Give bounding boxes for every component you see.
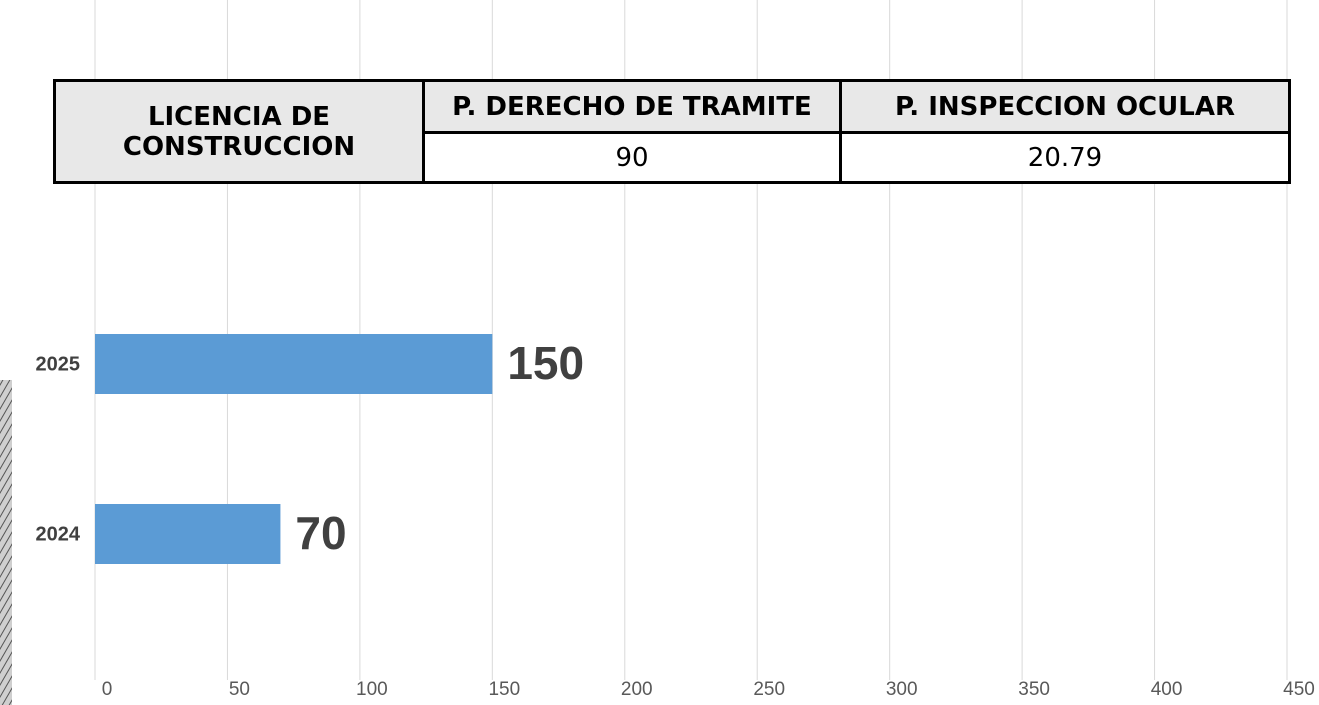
column-header: P. INSPECCION OCULAR <box>841 81 1290 133</box>
bar <box>95 334 492 394</box>
data-label: 150 <box>507 337 584 389</box>
y-tick-label: 2024 <box>36 523 81 545</box>
x-tick-label: 450 <box>1283 679 1315 700</box>
table-value: 20.79 <box>841 133 1290 183</box>
x-tick-label: 150 <box>488 679 520 700</box>
row-header: LICENCIA DE CONSTRUCCION <box>55 81 424 183</box>
info-table: LICENCIA DE CONSTRUCCION P. DERECHO DE T… <box>53 79 1291 184</box>
x-tick-label: 400 <box>1151 679 1183 700</box>
data-label: 70 <box>295 507 346 559</box>
y-tick-label: 2025 <box>36 353 81 375</box>
decoration <box>0 380 12 705</box>
x-tick-label: 200 <box>621 679 653 700</box>
x-tick-label: 100 <box>356 679 388 700</box>
x-tick-label: 300 <box>886 679 918 700</box>
table-value: 90 <box>424 133 841 183</box>
x-tick-label: 250 <box>753 679 785 700</box>
column-header: P. DERECHO DE TRAMITE <box>424 81 841 133</box>
x-tick-label: 0 <box>102 679 113 700</box>
x-tick-label: 50 <box>229 679 250 700</box>
page: 0 50 100 150 200 250 300 350 400 450 2025 150 2024 70… <box>0 0 1319 705</box>
bar <box>95 504 280 564</box>
x-tick-label: 350 <box>1018 679 1050 700</box>
